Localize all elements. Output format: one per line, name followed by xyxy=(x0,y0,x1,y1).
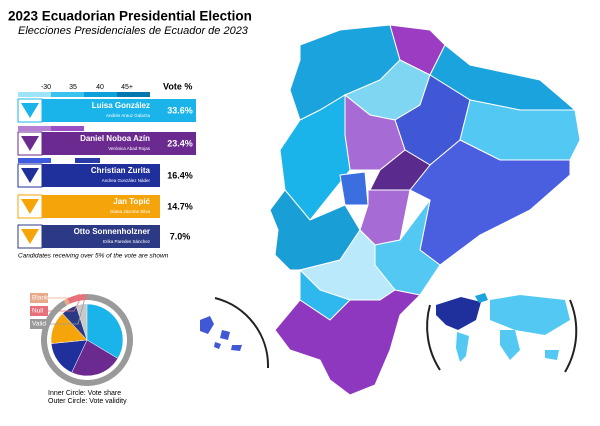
candidate-name: Christian Zurita xyxy=(91,166,151,175)
vote-share: 7.0% xyxy=(170,231,191,241)
value-heading: Vote % xyxy=(163,81,192,91)
pie-note: Outer Circle: Vote validity xyxy=(48,398,127,405)
running-mate: Andrés Arauz Galarza xyxy=(106,113,151,118)
validity-ring xyxy=(63,298,70,306)
scale-label: 35 xyxy=(69,84,77,91)
color-scale xyxy=(18,92,150,163)
scale-label: 45+ xyxy=(121,84,133,91)
validity-label-box xyxy=(30,306,48,316)
party-logo-mark xyxy=(21,136,39,151)
party-logo-mark xyxy=(21,229,39,244)
pie-slice xyxy=(86,303,124,359)
vote-share: 14.7% xyxy=(167,201,193,211)
vote-share: 23.4% xyxy=(167,138,193,148)
vote-share: 16.4% xyxy=(167,170,193,180)
note: Candidates receiving over 5% of the vote… xyxy=(18,253,169,260)
candidate-box xyxy=(42,99,196,122)
validity-label: Null xyxy=(32,308,44,315)
running-mate: Diana Jácome Silva xyxy=(110,209,150,214)
leader-line xyxy=(48,293,87,325)
candidate-name: Daniel Noboa Azín xyxy=(80,134,150,143)
world-inset xyxy=(426,293,578,373)
validity-label-box xyxy=(30,293,48,303)
candidate-name: Luisa González xyxy=(92,101,150,110)
ecuador-map xyxy=(269,24,581,396)
party-logo-mark xyxy=(21,168,39,183)
validity-label: Valid xyxy=(32,321,46,328)
candidate-box xyxy=(42,164,160,187)
party-logo-mark xyxy=(21,103,39,118)
galapagos-inset xyxy=(200,297,270,369)
candidate-box xyxy=(42,195,160,218)
pie-notes: Inner Circle: Vote share Outer Circle: V… xyxy=(48,390,127,405)
pie-slice xyxy=(71,339,119,377)
candidate-name: Otto Sonnenholzner xyxy=(74,227,150,236)
pie-slice xyxy=(62,305,88,341)
validity-label-box xyxy=(30,319,48,329)
subtitle: Elecciones Presidenciales de Ecuador de … xyxy=(18,25,249,37)
validity-label: Blank xyxy=(32,295,49,302)
candidate-box xyxy=(42,132,196,155)
running-mate: Andrea González Náder xyxy=(102,178,151,183)
candidate-box xyxy=(42,225,160,248)
scale-label: 40 xyxy=(96,84,104,91)
vote-share: 33.6% xyxy=(167,105,193,115)
running-mate: Verónica Abad Rojas xyxy=(108,146,151,151)
candidate-name: Jan Topić xyxy=(113,197,150,206)
running-mate: Erika Paredes Sánchez xyxy=(103,239,151,244)
title: 2023 Ecuadorian Presidential Election xyxy=(8,9,252,24)
scale-label: -30 xyxy=(41,84,51,91)
party-logo-mark xyxy=(21,199,39,214)
pie-note: Inner Circle: Vote share xyxy=(48,390,121,397)
